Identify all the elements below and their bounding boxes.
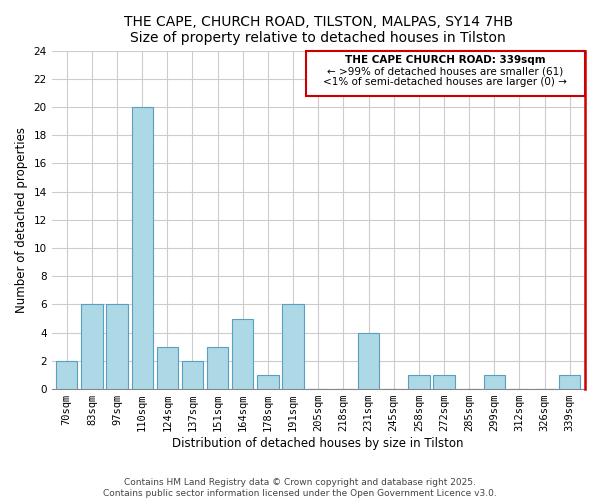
Bar [56,361,77,389]
Text: THE CAPE CHURCH ROAD: 339sqm: THE CAPE CHURCH ROAD: 339sqm [345,56,545,66]
Bar [257,375,278,389]
Bar [157,347,178,389]
Bar [131,107,153,389]
Bar [207,347,229,389]
Bar [81,304,103,389]
X-axis label: Distribution of detached houses by size in Tilston: Distribution of detached houses by size … [172,437,464,450]
Bar [182,361,203,389]
Title: THE CAPE, CHURCH ROAD, TILSTON, MALPAS, SY14 7HB
Size of property relative to de: THE CAPE, CHURCH ROAD, TILSTON, MALPAS, … [124,15,513,45]
Bar [484,375,505,389]
Text: ← >99% of detached houses are smaller (61): ← >99% of detached houses are smaller (6… [327,66,563,76]
Text: Contains HM Land Registry data © Crown copyright and database right 2025.
Contai: Contains HM Land Registry data © Crown c… [103,478,497,498]
FancyBboxPatch shape [305,50,585,96]
Bar [106,304,128,389]
Bar [408,375,430,389]
Bar [433,375,455,389]
Bar [283,304,304,389]
Text: <1% of semi-detached houses are larger (0) →: <1% of semi-detached houses are larger (… [323,76,567,86]
Bar [358,332,379,389]
Y-axis label: Number of detached properties: Number of detached properties [15,127,28,313]
Bar [559,375,580,389]
Bar [232,318,253,389]
